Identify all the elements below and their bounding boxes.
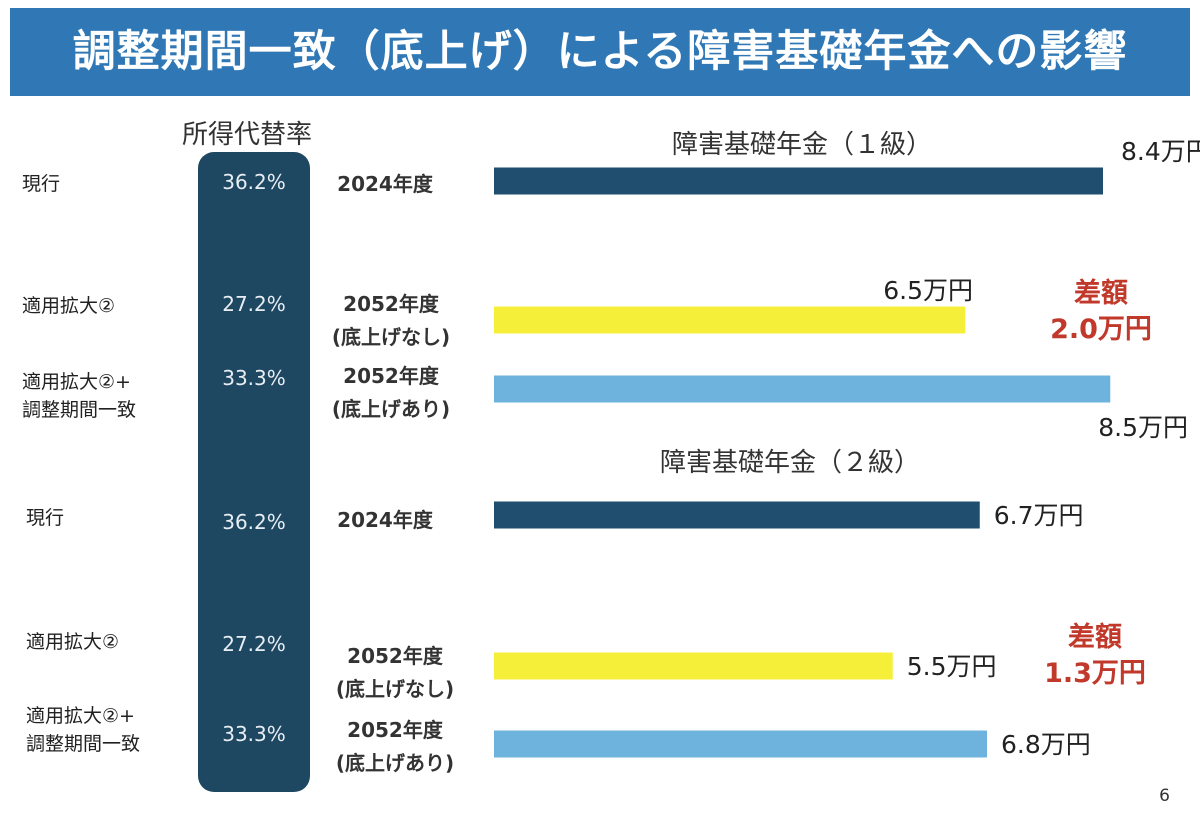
bar-with_raise (494, 375, 1111, 403)
rate-column-pill (198, 152, 310, 792)
bar-value-label: 8.5万円 (1098, 413, 1188, 442)
row-label: 適用拡大② (26, 628, 119, 656)
replacement-rate: 27.2% (222, 292, 286, 316)
row-label: 適用拡大②+ 調整期間一致 (26, 702, 140, 758)
row-label-line: 適用拡大② (22, 295, 116, 317)
difference-label: 差額 (1068, 622, 1122, 653)
year-label-line: (底上げあり) (331, 397, 451, 421)
title-bar: 調整期間一致（底上げ）による障害基礎年金への影響 (10, 8, 1190, 96)
rate-column-header: 所得代替率 (182, 120, 313, 150)
row-label: 適用拡大② (22, 292, 115, 320)
difference-annotation: 差額 1.3万円 (1030, 620, 1160, 692)
page-title: 調整期間一致（底上げ）による障害基礎年金への影響 (72, 27, 1128, 77)
bar-value-label: 6.8万円 (1001, 730, 1091, 759)
row-label-line: 調整期間一致 (22, 399, 137, 421)
year-label: 2052年度 (底上げあり) (306, 360, 476, 426)
row-label: 現行 (26, 504, 64, 532)
difference-annotation: 差額 2.0万円 (1036, 276, 1166, 348)
row-label-line: 現行 (26, 507, 65, 529)
year-label-line: 2024年度 (337, 508, 433, 532)
year-label-line: 2052年度 (347, 718, 443, 742)
bar-no_raise (494, 306, 966, 334)
row-label-line: 適用拡大② (26, 631, 120, 653)
year-label-line: 2052年度 (343, 292, 439, 316)
year-label-line: 2024年度 (337, 172, 433, 196)
row-label-line: 現行 (22, 173, 61, 195)
year-label-line: 2052年度 (347, 644, 443, 668)
difference-value: 1.3万円 (1044, 658, 1146, 689)
bar-value-label: 5.5万円 (907, 652, 997, 681)
chart-title-grade1: 障害基礎年金（１級） (672, 130, 933, 160)
replacement-rate: 33.3% (222, 366, 286, 390)
chart-title-grade2: 障害基礎年金（２級） (660, 448, 921, 478)
year-label-line: (底上げなし) (335, 677, 455, 701)
year-label-line: 2052年度 (343, 364, 439, 388)
bar-current (494, 167, 1103, 195)
replacement-rate: 27.2% (222, 632, 286, 656)
year-label: 2052年度 (底上げあり) (310, 714, 480, 780)
bar-value-label: 6.7万円 (994, 501, 1084, 530)
year-label-line: (底上げなし) (331, 325, 451, 349)
row-label: 現行 (22, 170, 60, 198)
bar-with_raise (494, 730, 987, 758)
replacement-rate: 33.3% (222, 722, 286, 746)
page-number: 6 (1159, 786, 1170, 806)
year-label: 2024年度 (300, 504, 470, 537)
year-label: 2024年度 (300, 168, 470, 201)
bar-value-label: 8.4万円 (1121, 137, 1200, 166)
year-label: 2052年度 (底上げなし) (306, 288, 476, 354)
row-label-line: 適用拡大②+ (22, 371, 131, 393)
difference-label: 差額 (1074, 278, 1128, 309)
row-label-line: 調整期間一致 (26, 733, 141, 755)
bar-no_raise (494, 652, 893, 680)
row-label: 適用拡大②+ 調整期間一致 (22, 368, 136, 424)
difference-value: 2.0万円 (1050, 314, 1152, 345)
year-label: 2052年度 (底上げなし) (310, 640, 480, 706)
replacement-rate: 36.2% (222, 170, 286, 194)
year-label-line: (底上げあり) (335, 751, 455, 775)
row-label-line: 適用拡大②+ (26, 705, 135, 727)
replacement-rate: 36.2% (222, 510, 286, 534)
bar-current (494, 501, 980, 529)
bar-value-label: 6.5万円 (883, 276, 973, 305)
